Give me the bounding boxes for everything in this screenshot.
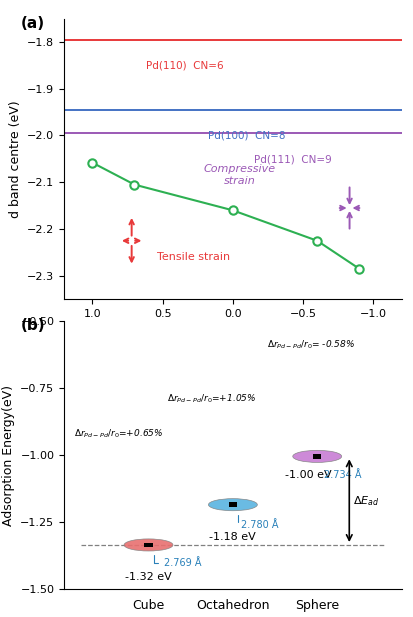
Text: $\Delta r_{Pd-Pd}/r_0$=+1.05%: $\Delta r_{Pd-Pd}/r_0$=+1.05%	[167, 392, 256, 405]
Text: -1.00 eV: -1.00 eV	[285, 470, 331, 480]
Text: (a): (a)	[20, 15, 44, 31]
Ellipse shape	[292, 450, 341, 462]
FancyBboxPatch shape	[144, 542, 152, 547]
Text: 2.734 Å: 2.734 Å	[321, 464, 361, 480]
Text: $\Delta r_{Pd-Pd}/r_0$= -0.58%: $\Delta r_{Pd-Pd}/r_0$= -0.58%	[266, 339, 354, 351]
Text: Pd(100)  CN=8: Pd(100) CN=8	[207, 131, 285, 141]
Y-axis label: Adsorption Energy(eV): Adsorption Energy(eV)	[2, 384, 15, 526]
FancyBboxPatch shape	[312, 454, 320, 459]
Ellipse shape	[124, 539, 173, 551]
Text: Tensile strain: Tensile strain	[157, 252, 230, 262]
Text: Compressive
strain: Compressive strain	[203, 165, 275, 186]
FancyBboxPatch shape	[228, 502, 237, 507]
X-axis label: Strain(%): Strain(%)	[203, 325, 262, 337]
Ellipse shape	[208, 499, 257, 511]
Text: $\Delta r_{Pd-Pd}/r_0$=+0.65%: $\Delta r_{Pd-Pd}/r_0$=+0.65%	[74, 427, 163, 440]
Text: -1.18 eV: -1.18 eV	[209, 531, 255, 542]
Y-axis label: d band centre (eV): d band centre (eV)	[9, 100, 21, 218]
Text: Pd(110)  CN=6: Pd(110) CN=6	[145, 60, 223, 70]
Text: 2.780 Å: 2.780 Å	[237, 515, 278, 529]
Text: (b): (b)	[20, 318, 45, 333]
Text: -1.32 eV: -1.32 eV	[125, 572, 171, 582]
Text: $\Delta E_{ad}$: $\Delta E_{ad}$	[352, 494, 378, 508]
Text: Pd(111)  CN=9: Pd(111) CN=9	[253, 154, 331, 164]
Text: 2.769 Å: 2.769 Å	[153, 555, 201, 568]
